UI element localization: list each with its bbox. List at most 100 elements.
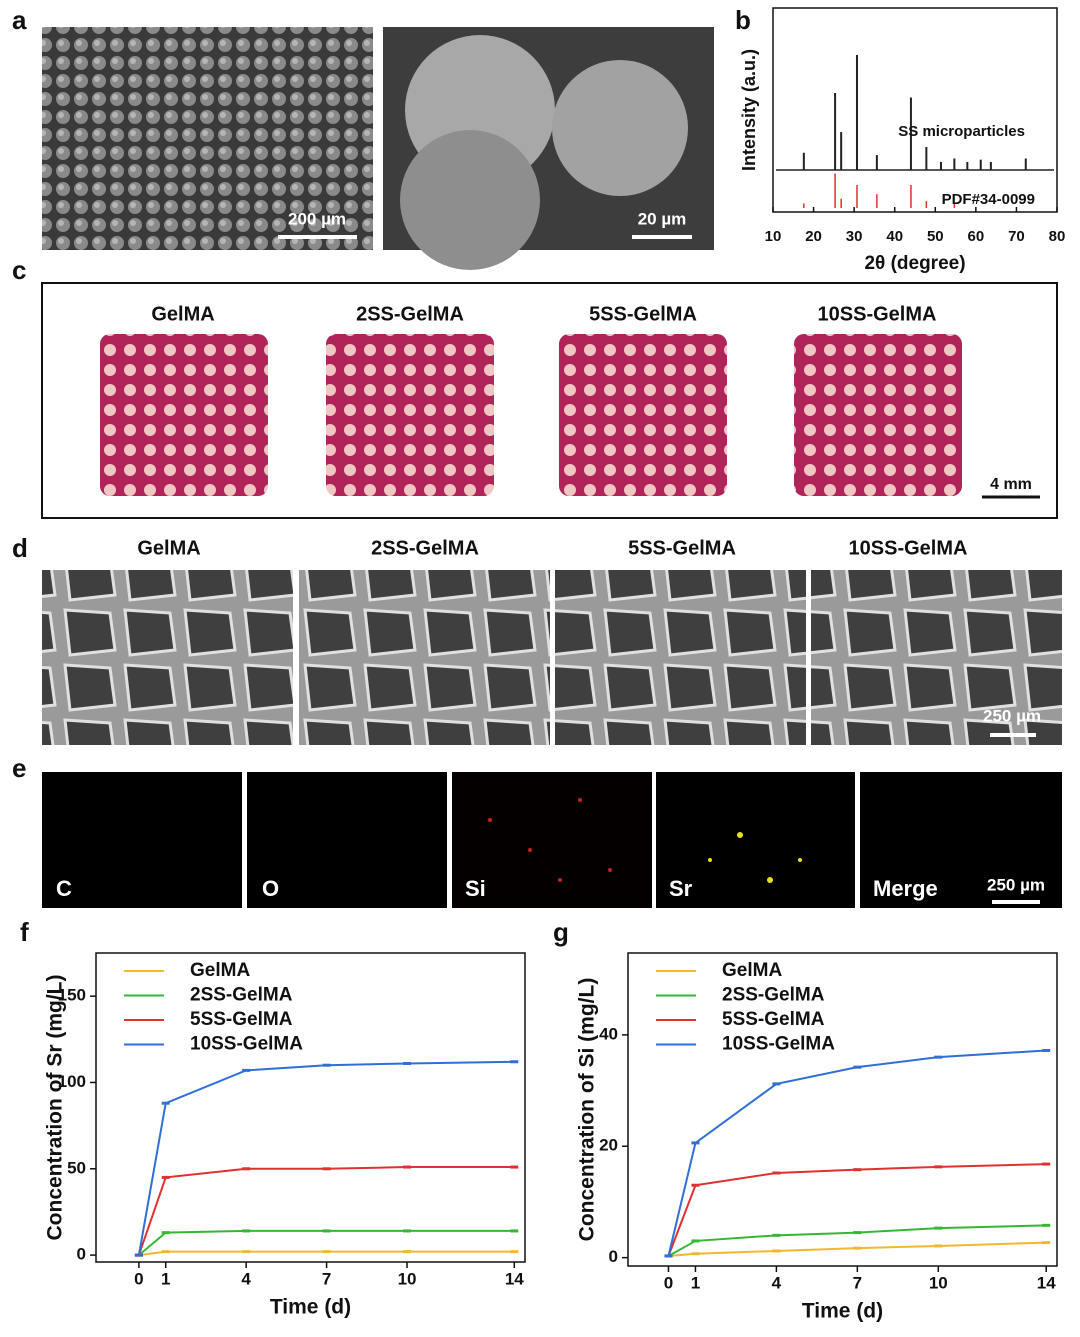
x-tick-label: 4 [772, 1273, 782, 1292]
sr-dots [708, 832, 802, 883]
element-label: Si [465, 876, 486, 901]
legend-label: 10SS-GelMA [722, 1034, 835, 1055]
x-tick-label: 1 [161, 1269, 170, 1288]
scale-bar-label: 20 µm [638, 209, 687, 228]
scaffold-photo [559, 334, 727, 496]
legend-label: 5SS-GelMA [722, 1009, 825, 1030]
x-tick-label: 40 [886, 228, 903, 245]
scale-bar-label: 250 µm [987, 875, 1045, 894]
series-line [137, 1166, 515, 1256]
sem-image [299, 570, 550, 745]
legend-label: 2SS-GelMA [190, 985, 293, 1006]
x-tick-label: 70 [1008, 228, 1025, 245]
y-tick-label: 0 [609, 1247, 618, 1266]
x-tick-label: 7 [322, 1269, 331, 1288]
sample-title: GelMA [137, 537, 200, 559]
element-label: C [56, 876, 72, 901]
element-label: Merge [873, 876, 938, 901]
x-tick-label: 10 [765, 228, 782, 245]
x-tick-label: 1 [691, 1273, 700, 1292]
x-axis-label: Time (d) [270, 1296, 351, 1319]
particle [552, 60, 688, 196]
y-axis-label: Intensity (a.u.) [739, 49, 759, 171]
y-tick-label: 40 [599, 1024, 618, 1043]
x-tick-label: 50 [927, 228, 944, 245]
series-line [668, 1241, 1047, 1257]
element-label: O [262, 876, 279, 901]
x-tick-label: 20 [805, 228, 822, 245]
si-dots [488, 798, 612, 882]
sem-image [42, 570, 293, 745]
x-tick-label: 14 [505, 1269, 524, 1288]
sem-image [811, 570, 1062, 745]
x-tick-label: 60 [968, 228, 985, 245]
y-tick-label: 0 [77, 1245, 86, 1264]
plot-frame [95, 952, 526, 1263]
panel-label: g [553, 917, 569, 947]
x-axis-label: Time (d) [802, 1300, 883, 1323]
x-tick-label: 14 [1037, 1273, 1056, 1292]
series-label: PDF#34-0099 [942, 191, 1035, 208]
element-label: Sr [669, 876, 693, 901]
scaffold-photo [100, 334, 268, 496]
x-tick-label: 80 [1049, 228, 1066, 245]
series-line [137, 1060, 515, 1256]
x-tick-label: 4 [241, 1269, 251, 1288]
series-line [138, 1250, 515, 1257]
line-chart: 0 1 4 7 10 14050100150GelMA2SS-GelMA5SS-GelMA… [44, 952, 526, 1319]
y-tick-label: 100 [58, 1072, 86, 1091]
panel-label: b [735, 5, 751, 35]
sample-title: 2SS-GelMA [356, 303, 464, 325]
legend-label: 5SS-GelMA [190, 1009, 293, 1030]
plot-frame [772, 7, 1058, 213]
panel-label: a [12, 5, 27, 35]
eds-map [247, 772, 447, 908]
y-axis-label: Concentration of Sr (mg/L) [44, 975, 67, 1241]
panel-label: e [12, 753, 26, 783]
sample-title: 10SS-GelMA [849, 537, 968, 559]
panel-label: d [12, 533, 28, 563]
y-tick-label: 50 [67, 1158, 86, 1177]
sem-image [555, 570, 806, 745]
series-line [667, 1049, 1047, 1257]
legend-label: GelMA [722, 960, 782, 981]
eds-map [42, 772, 242, 908]
legend-label: 10SS-GelMA [190, 1034, 303, 1055]
series-label: SS microparticles [898, 123, 1025, 140]
eds-map [656, 772, 855, 908]
y-tick-label: 150 [58, 986, 86, 1005]
sample-title: 5SS-GelMA [589, 303, 697, 325]
x-tick-label: 10 [929, 1273, 948, 1292]
series-line [667, 1163, 1047, 1257]
scaffold-photo [794, 334, 962, 496]
x-tick-label: 10 [398, 1269, 417, 1288]
y-tick-label: 20 [599, 1136, 618, 1155]
sample-title: GelMA [151, 303, 214, 325]
sample-title: 10SS-GelMA [818, 303, 937, 325]
scale-bar-label: 250 µm [983, 706, 1041, 725]
scaffold-photo [326, 334, 494, 496]
y-axis-label: Concentration of Si (mg/L) [576, 978, 599, 1242]
x-axis-label: 2θ (degree) [864, 253, 965, 274]
panel-frame [41, 282, 1058, 519]
panel-label: c [12, 255, 26, 285]
line-chart: 0 1 4 7 10 1402040GelMA2SS-GelMA5SS-GelMA10SS… [576, 952, 1058, 1323]
series-line [667, 1224, 1047, 1257]
scale-bar-label: 200 µm [288, 209, 346, 228]
x-tick-label: 30 [846, 228, 863, 245]
legend-label: 2SS-GelMA [722, 985, 825, 1006]
legend-label: GelMA [190, 960, 250, 981]
sample-title: 2SS-GelMA [371, 537, 479, 559]
particle [400, 130, 540, 270]
x-tick-label: 0 [134, 1269, 143, 1288]
x-tick-label: 7 [853, 1273, 862, 1292]
eds-map [452, 772, 652, 908]
xrd-chart: 10 20 30 40 50 60 70 80 SS microparticles PDF#34-… [739, 7, 1066, 274]
series-line [138, 1229, 515, 1256]
scale-bar-label: 4 mm [990, 476, 1032, 493]
x-tick-label: 0 [664, 1273, 673, 1292]
sem-image [42, 27, 373, 250]
plot-frame [627, 952, 1058, 1267]
eds-map [860, 772, 1062, 908]
